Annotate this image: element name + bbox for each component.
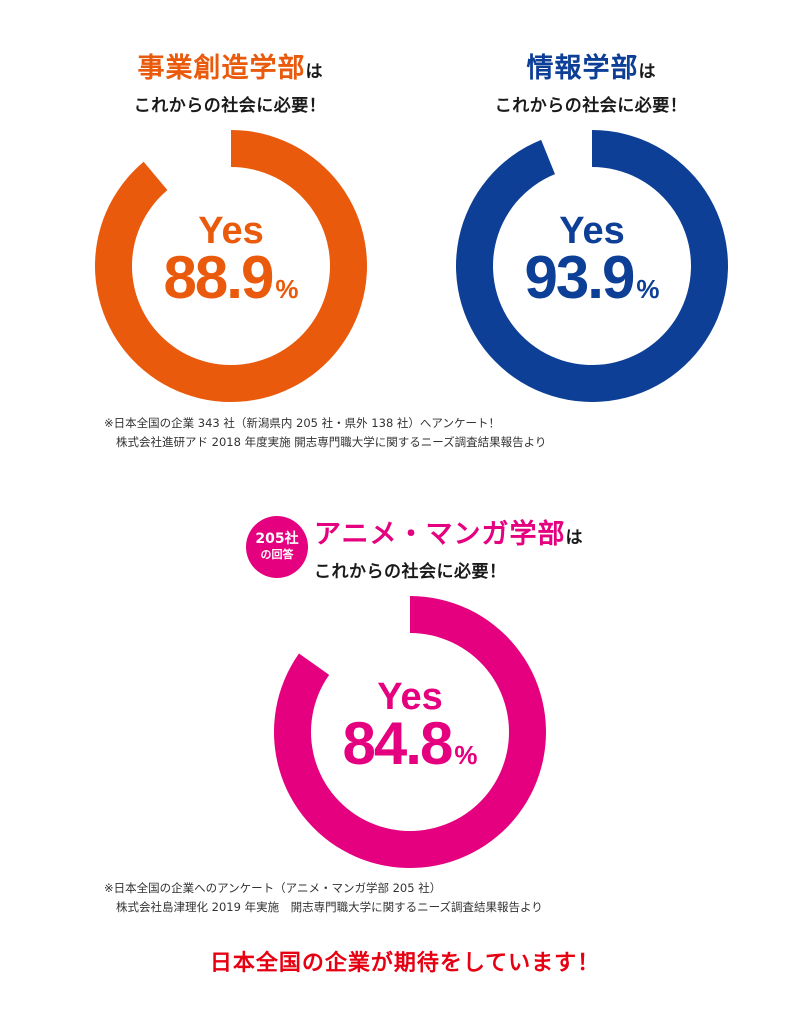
donut-category-label: Yes [377,676,443,718]
dept-particle: は [565,528,583,548]
heading-informatics: 情報学部は これからの社会に必要！ [456,46,726,116]
dept-subtitle: これからの社会に必要！ [494,96,688,116]
note-line: ※日本全国の企業 343 社（新潟県内 205 社・県外 138 社）へアンケー… [104,416,500,430]
donut-value-label: 84.8% [343,710,478,777]
dept-subtitle: これからの社会に必要！ [314,562,507,582]
source-note-2: ※日本全国の企業へのアンケート（アニメ・マンガ学部 205 社） 株式会社島津理… [104,879,543,917]
heading-anime-manga: アニメ・マンガ学部は これからの社会に必要！ [314,512,582,582]
donut-value-label: 88.9% [164,244,299,311]
dept-title: 情報学部 [526,53,639,84]
badge-count: 205社 [255,531,299,547]
source-note-1: ※日本全国の企業 343 社（新潟県内 205 社・県外 138 社）へアンケー… [104,414,546,452]
note-line: ※日本全国の企業へのアンケート（アニメ・マンガ学部 205 社） [104,881,442,895]
donut-category-label: Yes [559,210,625,252]
donut-category-label: Yes [198,210,264,252]
dept-particle: は [638,62,656,82]
dept-title: アニメ・マンガ学部 [314,519,566,550]
donut-value-label: 93.9% [525,244,660,311]
note-line: 株式会社島津理化 2019 年実施 開志専門職大学に関するニーズ調査結果報告より [116,900,543,914]
dept-title: 事業創造学部 [137,53,306,84]
dept-subtitle: これからの社会に必要！ [133,96,327,116]
dept-particle: は [305,62,323,82]
note-line: 株式会社進研アド 2018 年度実施 開志専門職大学に関するニーズ調査結果報告よ… [116,435,547,449]
respondents-badge: 205社 の回答 [246,516,308,578]
footer-message: 日本全国の企業が期待をしています！ [209,951,601,976]
heading-business-creation: 事業創造学部は これからの社会に必要！ [95,46,365,116]
badge-caption: の回答 [260,548,294,561]
